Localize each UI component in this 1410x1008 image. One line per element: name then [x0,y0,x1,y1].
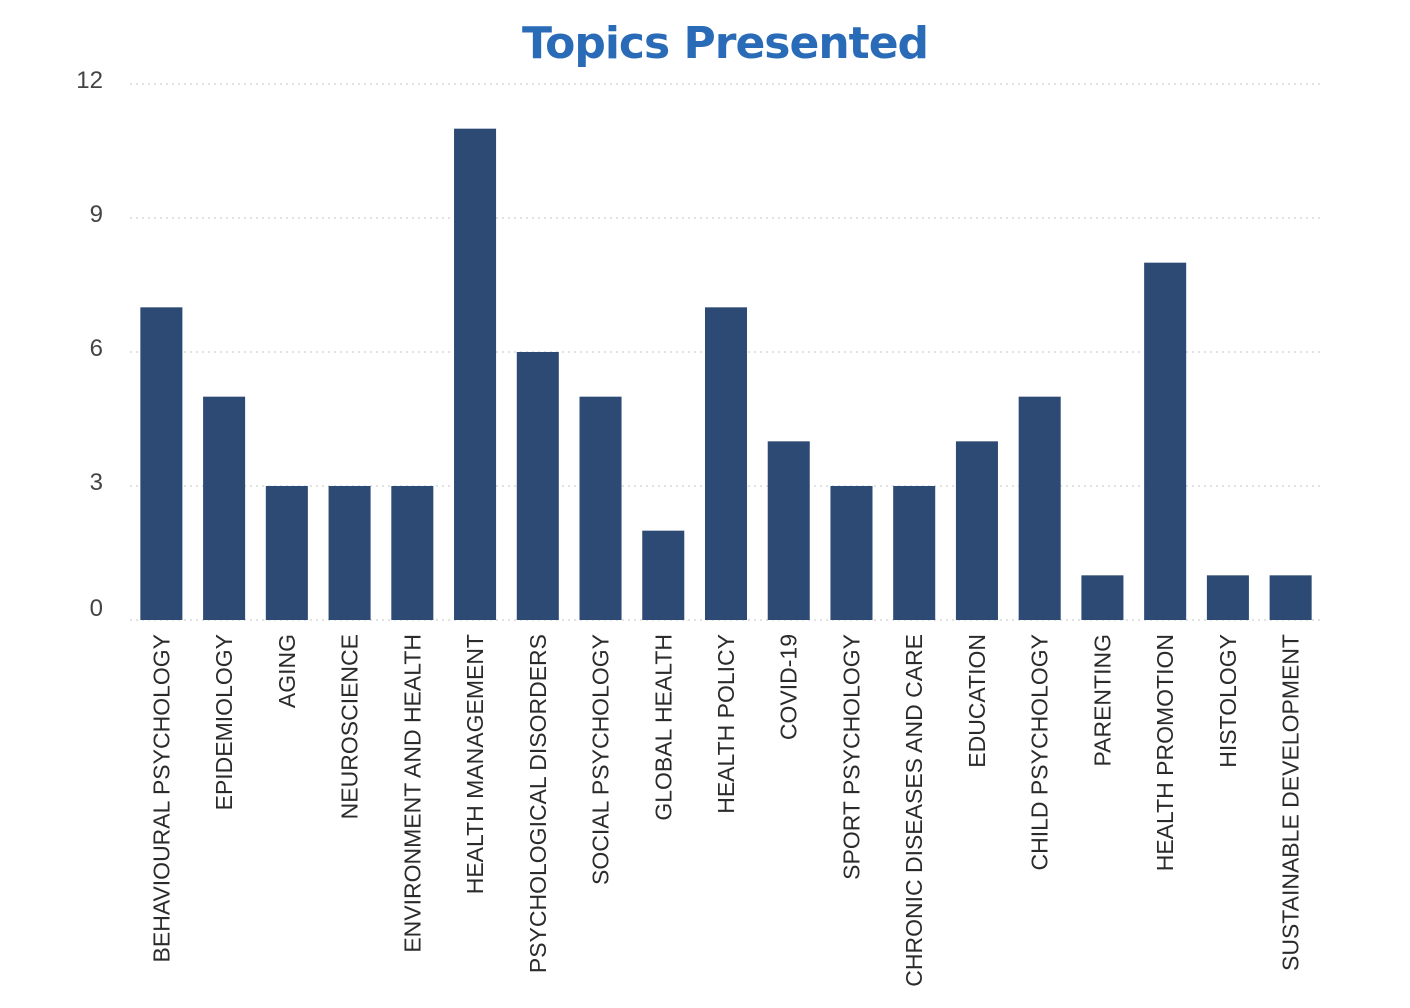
x-tick-label: NEUROSCIENCE [337,634,363,819]
y-tick-label: 12 [76,67,103,94]
x-axis-tick-labels: BEHAVIOURAL PSYCHOLOGY EPIDEMIOLOGY AGING N… [148,634,1303,987]
bar[interactable] [579,396,622,620]
x-tick-label: ENVIRONMENT AND HEALTH [399,634,425,953]
y-tick-label: 6 [90,335,103,362]
y-axis-tick-labels: 0 3 6 9 12 [76,67,103,622]
x-tick-label: BEHAVIOURAL PSYCHOLOGY [148,634,174,962]
bar[interactable] [1206,575,1249,620]
bar[interactable] [516,352,559,620]
x-tick-label: EPIDEMIOLOGY [211,634,237,810]
x-tick-label: SUSTAINABLE DEVELOPMENT [1278,634,1304,971]
y-tick-label: 0 [90,595,103,622]
bars [140,128,1312,620]
bar[interactable] [140,307,183,620]
bar[interactable] [893,486,936,620]
x-tick-label: HEALTH MANAGEMENT [462,634,488,894]
bar[interactable] [391,486,434,620]
x-tick-label: PARENTING [1089,634,1115,766]
bar[interactable] [203,396,246,620]
bar[interactable] [955,441,998,620]
bar[interactable] [1081,575,1124,620]
bar[interactable] [704,307,748,620]
x-tick-label: HEALTH POLICY [713,634,739,814]
bar[interactable] [265,486,308,620]
x-tick-label: HISTOLOGY [1215,634,1241,768]
bar[interactable] [830,486,873,620]
x-tick-label: COVID-19 [776,634,802,740]
x-tick-label: CHRONIC DISEASES AND CARE [901,634,927,987]
bar[interactable] [642,530,685,620]
y-tick-label: 3 [90,469,103,496]
chart-title: Topics Presented [521,18,929,69]
x-tick-label: AGING [274,634,300,708]
bar[interactable] [328,486,371,620]
x-tick-label: CHILD PSYCHOLOGY [1027,634,1053,870]
bar[interactable] [1144,262,1187,620]
bar[interactable] [1018,396,1061,620]
x-tick-label: PSYCHOLOGICAL DISORDERS [525,634,551,973]
y-tick-label: 9 [90,201,103,228]
x-tick-label: SPORT PSYCHOLOGY [838,634,864,880]
bar[interactable] [1269,575,1312,620]
bar[interactable] [767,441,810,620]
x-tick-label: SOCIAL PSYCHOLOGY [588,634,614,885]
bar[interactable] [454,128,497,620]
x-tick-label: HEALTH PROMOTION [1152,634,1178,871]
x-tick-label: GLOBAL HEALTH [650,634,676,821]
x-tick-label: EDUCATION [964,634,990,768]
